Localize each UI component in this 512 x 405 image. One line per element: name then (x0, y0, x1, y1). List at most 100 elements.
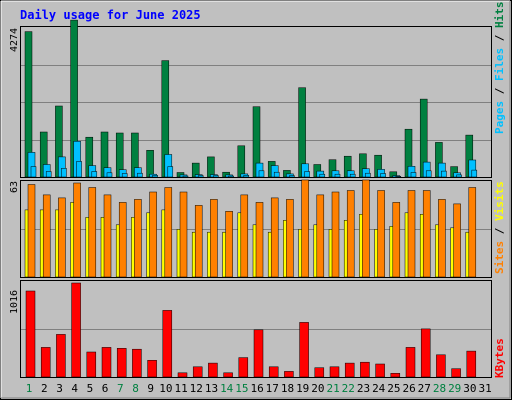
bars (24, 19, 478, 378)
x-tick-day-9: 9 (147, 382, 154, 395)
bottom-bar-kbytes-day-6 (101, 347, 112, 378)
top-bar-pages-day-16 (258, 170, 265, 178)
top-bar-pages-day-14 (228, 175, 234, 178)
x-tick-day-30: 30 (463, 382, 476, 395)
middle-bar-sites-day-25 (392, 202, 401, 278)
top-bar-pages-day-28 (441, 170, 447, 178)
middle-bar-sites-day-10 (164, 187, 173, 278)
bottom-bar-kbytes-day-19 (299, 322, 309, 378)
top-panel-legend: Pages / Files / Hits (493, 2, 506, 135)
middle-bar-sites-day-16 (255, 202, 264, 278)
x-tick-day-2: 2 (41, 382, 48, 395)
legend-sep-3: / (493, 221, 506, 241)
bottom-panel-max-label: 1016 (9, 290, 20, 314)
chart-title: Daily usage for June 2025 (20, 8, 201, 22)
bottom-bar-kbytes-day-9 (147, 360, 157, 378)
middle-bar-sites-day-4 (73, 182, 81, 278)
bottom-bar-kbytes-day-13 (208, 362, 218, 378)
legend-hits: Hits (493, 2, 506, 29)
x-tick-day-4: 4 (71, 382, 78, 395)
bottom-bar-kbytes-day-24 (375, 363, 385, 378)
top-bar-pages-day-30 (471, 169, 478, 178)
middle-bar-sites-day-19 (301, 179, 309, 278)
middle-bar-sites-day-14 (225, 211, 233, 278)
x-tick-day-8: 8 (132, 382, 139, 395)
bottom-bar-kbytes-day-1 (25, 290, 36, 378)
top-bar-pages-day-10 (167, 166, 174, 178)
x-tick-day-26: 26 (402, 382, 415, 395)
middle-bar-sites-day-5 (88, 187, 97, 278)
x-tick-day-29: 29 (448, 382, 461, 395)
middle-bar-sites-day-29 (453, 203, 461, 278)
x-tick-day-24: 24 (372, 382, 386, 395)
bottom-bar-kbytes-day-28 (436, 354, 446, 378)
middle-bar-sites-day-24 (377, 190, 385, 278)
top-bar-pages-day-5 (91, 171, 98, 178)
bottom-bar-kbytes-day-17 (268, 366, 279, 378)
bottom-bar-kbytes-day-15 (238, 357, 249, 378)
x-tick-day-6: 6 (102, 382, 109, 395)
top-bar-pages-day-8 (137, 172, 143, 178)
bottom-panel-legend: KBytes (493, 338, 506, 378)
top-bar-pages-day-12 (197, 175, 204, 178)
bottom-bar-kbytes-day-16 (253, 329, 264, 378)
middle-bar-sites-day-2 (42, 194, 51, 278)
bottom-bar-kbytes-day-11 (177, 372, 188, 378)
x-tick-day-12: 12 (190, 382, 203, 395)
x-tick-day-3: 3 (56, 382, 63, 395)
x-tick-day-7: 7 (117, 382, 124, 395)
top-bar-pages-day-4 (76, 161, 82, 178)
top-bar-pages-day-20 (319, 173, 326, 178)
legend-files: Files (493, 48, 506, 81)
middle-bar-sites-day-12 (194, 205, 203, 278)
x-tick-day-21: 21 (326, 382, 339, 395)
x-tick-day-19: 19 (296, 382, 309, 395)
bottom-bar-kbytes-day-22 (344, 362, 355, 378)
bottom-bar-kbytes-day-3 (56, 334, 66, 378)
bottom-bar-kbytes-day-27 (420, 328, 431, 378)
top-bar-pages-day-26 (410, 172, 417, 178)
top-bar-hits-day-15 (237, 145, 246, 178)
bottom-bar-kbytes-day-10 (162, 310, 173, 378)
top-bar-pages-day-1 (30, 166, 37, 178)
top-bar-pages-day-17 (273, 171, 280, 178)
legend-visits: Visits (493, 181, 506, 221)
top-bar-pages-day-29 (456, 174, 462, 178)
x-tick-day-5: 5 (87, 382, 94, 395)
x-tick-day-10: 10 (159, 382, 172, 395)
bottom-bar-kbytes-day-2 (40, 347, 51, 378)
x-tick-day-31: 31 (478, 382, 491, 395)
bottom-bar-kbytes-day-7 (116, 348, 127, 378)
middle-bar-sites-day-11 (179, 191, 188, 278)
middle-bar-sites-day-26 (407, 190, 416, 278)
x-tick-day-14: 14 (220, 382, 234, 395)
x-axis-labels: 1 2 3 4 5 6 7 8 9 10 11 12 13 14 15 16 17 18 19 20 21 22 23 24 2… (26, 382, 492, 395)
top-bar-pages-day-22 (349, 173, 356, 178)
top-bar-pages-day-3 (61, 168, 67, 178)
legend-kbytes: KBytes (493, 338, 506, 378)
bottom-bar-kbytes-day-4 (71, 282, 81, 378)
top-bar-pages-day-9 (152, 175, 158, 178)
top-bar-pages-day-6 (106, 172, 113, 178)
top-bar-pages-day-19 (304, 171, 310, 178)
bottom-bar-kbytes-day-18 (284, 371, 294, 378)
middle-bar-sites-day-9 (149, 191, 157, 278)
top-bar-pages-day-25 (395, 176, 402, 178)
x-tick-day-15: 15 (235, 382, 248, 395)
x-tick-day-13: 13 (205, 382, 218, 395)
bottom-bar-kbytes-day-26 (405, 347, 416, 378)
middle-bar-sites-day-18 (286, 199, 294, 278)
top-bar-pages-day-23 (365, 172, 371, 178)
x-tick-day-16: 16 (250, 382, 263, 395)
legend-pages: Pages (493, 101, 506, 134)
x-tick-day-23: 23 (357, 382, 370, 395)
top-bar-pages-day-15 (243, 175, 250, 178)
middle-bar-sites-day-1 (27, 184, 36, 278)
middle-bar-sites-day-15 (240, 194, 249, 278)
bottom-bar-kbytes-day-5 (86, 351, 97, 378)
bottom-bar-kbytes-day-8 (132, 348, 142, 378)
middle-bar-sites-day-6 (103, 194, 112, 278)
bottom-bar-kbytes-day-25 (390, 373, 401, 378)
